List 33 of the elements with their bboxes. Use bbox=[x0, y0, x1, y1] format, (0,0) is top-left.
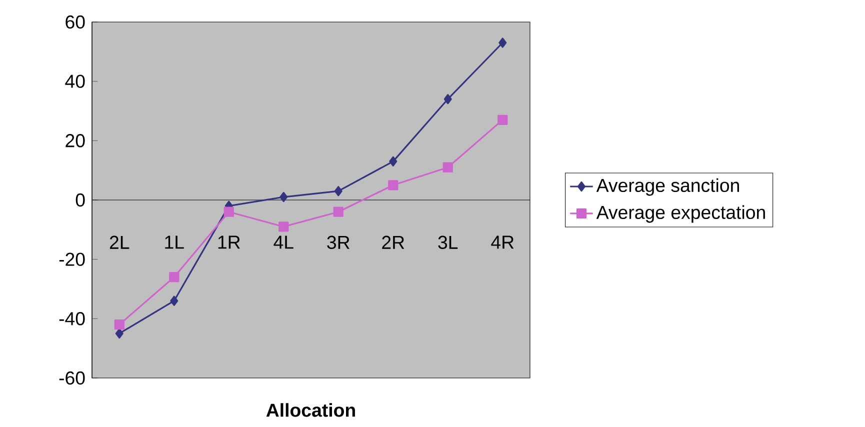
y-tick-label: -60 bbox=[59, 371, 85, 385]
y-tick-label: 40 bbox=[65, 74, 85, 88]
point bbox=[280, 192, 288, 202]
point bbox=[115, 328, 124, 339]
point bbox=[169, 272, 180, 282]
legend-label: Average sanction bbox=[596, 178, 739, 196]
x-tick-label: 2L bbox=[110, 236, 130, 249]
point bbox=[334, 186, 342, 196]
x-axis-title: Allocation bbox=[266, 403, 355, 417]
y-tick-label: 60 bbox=[66, 15, 85, 29]
point bbox=[333, 206, 344, 217]
point bbox=[498, 38, 507, 48]
point bbox=[389, 156, 398, 166]
point bbox=[388, 180, 398, 190]
x-tick-label: 1L bbox=[165, 236, 184, 249]
x-tick-label: 4L bbox=[274, 236, 294, 249]
point bbox=[444, 94, 452, 104]
x-tick-label: 3L bbox=[438, 236, 458, 250]
point bbox=[498, 114, 508, 125]
y-tick-label: 20 bbox=[66, 134, 85, 148]
y-tick-label: -20 bbox=[59, 252, 85, 266]
point bbox=[170, 296, 178, 306]
legend-label: Average expectation bbox=[596, 205, 765, 223]
x-tick-label: 4R bbox=[491, 236, 514, 249]
point bbox=[442, 162, 453, 172]
x-tick-label: 2R bbox=[382, 236, 404, 249]
y-tick-label: 0 bbox=[76, 193, 85, 207]
x-tick-label: 1R bbox=[218, 236, 240, 249]
y-tick-label: -40 bbox=[59, 312, 85, 326]
x-tick-label: 3R bbox=[327, 236, 350, 250]
point bbox=[114, 320, 124, 330]
point bbox=[278, 222, 289, 232]
point bbox=[224, 206, 234, 217]
